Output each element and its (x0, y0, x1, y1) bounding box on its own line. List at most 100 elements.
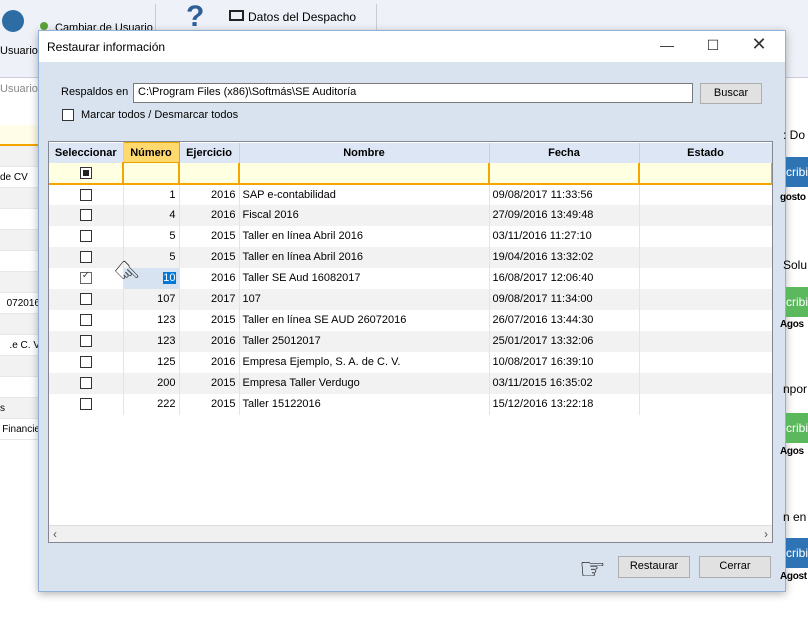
filter-cell[interactable] (179, 162, 240, 185)
select-cell[interactable] (49, 225, 124, 247)
estado-cell[interactable] (639, 393, 772, 415)
table-row[interactable]: 123 2016 Taller 25012017 25/01/2017 13:3… (49, 330, 772, 352)
filter-cell[interactable] (239, 162, 490, 185)
select-cell[interactable] (49, 183, 124, 205)
toggle-all-checkbox[interactable] (62, 109, 74, 121)
fecha-cell[interactable]: 10/08/2017 16:39:10 (489, 351, 640, 373)
numero-cell[interactable]: 5 (123, 225, 180, 247)
ejercicio-cell[interactable]: 2016 (179, 267, 240, 289)
table-row[interactable]: 222 2015 Taller 15122016 15/12/2016 13:2… (49, 393, 772, 415)
search-button[interactable]: Buscar (700, 83, 762, 104)
table-row[interactable]: 5 2015 Taller en línea Abril 2016 03/11/… (49, 225, 772, 247)
usuarios-button[interactable]: Usuarios (0, 45, 44, 57)
fecha-cell[interactable]: 27/09/2016 13:49:48 (489, 204, 640, 226)
news-blue[interactable]: cribi (786, 538, 808, 568)
fecha-cell[interactable]: 25/01/2017 13:32:06 (489, 330, 640, 352)
numero-cell[interactable]: 200 (123, 372, 180, 394)
maximize-icon[interactable]: ☐ (706, 37, 720, 53)
ejercicio-cell[interactable]: 2016 (179, 204, 240, 226)
estado-cell[interactable] (639, 372, 772, 394)
table-row[interactable]: 200 2015 Empresa Taller Verdugo 03/11/20… (49, 372, 772, 394)
ejercicio-cell[interactable]: 2015 (179, 393, 240, 415)
numero-cell[interactable]: 123 (123, 309, 180, 331)
column-header-ejercicio[interactable]: Ejercicio (179, 142, 240, 163)
column-header-estado[interactable]: Estado (639, 142, 772, 163)
scroll-right-icon[interactable]: › (764, 527, 768, 541)
nombre-cell[interactable]: Empresa Ejemplo, S. A. de C. V. (239, 351, 490, 373)
minimize-icon[interactable]: — (660, 37, 674, 53)
filter-cell[interactable] (489, 162, 640, 185)
table-row[interactable]: 1 2016 SAP e-contabilidad 09/08/2017 11:… (49, 183, 772, 205)
restore-button[interactable]: Restaurar (618, 556, 690, 578)
filter-cell[interactable] (123, 162, 180, 185)
close-button[interactable]: Cerrar (699, 556, 771, 578)
select-cell[interactable] (49, 372, 124, 394)
table-row[interactable]: 4 2016 Fiscal 2016 27/09/2016 13:49:48 (49, 204, 772, 226)
backups-path-input[interactable]: C:\Program Files (x86)\Softmás\SE Audito… (133, 83, 693, 103)
nombre-cell[interactable]: Taller SE Aud 16082017 (239, 267, 490, 289)
table-row[interactable]: 107 2017 107 09/08/2017 11:34:00 (49, 288, 772, 310)
row-checkbox[interactable] (79, 293, 92, 306)
estado-cell[interactable] (639, 309, 772, 331)
ejercicio-cell[interactable]: 2015 (179, 225, 240, 247)
nombre-cell[interactable]: Empresa Taller Verdugo (239, 372, 490, 394)
column-header-nombre[interactable]: Nombre (239, 142, 490, 163)
nombre-cell[interactable]: Taller en línea SE AUD 26072016 (239, 309, 490, 331)
fecha-cell[interactable]: 19/04/2016 13:32:02 (489, 246, 640, 268)
ejercicio-cell[interactable]: 2015 (179, 372, 240, 394)
table-row[interactable]: 125 2016 Empresa Ejemplo, S. A. de C. V.… (49, 351, 772, 373)
nombre-cell[interactable]: Taller en línea Abril 2016 (239, 225, 490, 247)
fecha-cell[interactable]: 03/11/2015 16:35:02 (489, 372, 640, 394)
estado-cell[interactable] (639, 246, 772, 268)
ejercicio-cell[interactable]: 2015 (179, 309, 240, 331)
select-cell[interactable] (49, 288, 124, 310)
numero-cell[interactable]: 10 (123, 267, 180, 289)
ejercicio-cell[interactable]: 2016 (179, 330, 240, 352)
numero-cell[interactable]: 125 (123, 351, 180, 373)
numero-cell[interactable]: 5 (123, 246, 180, 268)
ejercicio-cell[interactable]: 2016 (179, 183, 240, 205)
column-header-seleccionar[interactable]: Seleccionar (49, 142, 124, 163)
horizontal-scrollbar[interactable]: ‹ › (49, 525, 772, 542)
row-checkbox[interactable] (79, 335, 92, 348)
select-cell[interactable] (49, 393, 124, 415)
estado-cell[interactable] (639, 204, 772, 226)
scroll-left-icon[interactable]: ‹ (53, 527, 57, 541)
estado-cell[interactable] (639, 351, 772, 373)
estado-cell[interactable] (639, 330, 772, 352)
office-data-button[interactable]: Datos del Despacho (248, 10, 357, 24)
row-checkbox[interactable] (79, 188, 92, 201)
numero-cell[interactable]: 107 (123, 288, 180, 310)
numero-cell[interactable]: 4 (123, 204, 180, 226)
column-header-fecha[interactable]: Fecha (489, 142, 640, 163)
fecha-cell[interactable]: 15/12/2016 13:22:18 (489, 393, 640, 415)
nombre-cell[interactable]: Taller 25012017 (239, 330, 490, 352)
nombre-cell[interactable]: Fiscal 2016 (239, 204, 490, 226)
nombre-cell[interactable]: 107 (239, 288, 490, 310)
select-cell[interactable] (49, 351, 124, 373)
row-checkbox[interactable] (79, 251, 92, 264)
fecha-cell[interactable]: 09/08/2017 11:34:00 (489, 288, 640, 310)
select-cell[interactable] (49, 204, 124, 226)
ejercicio-cell[interactable]: 2017 (179, 288, 240, 310)
fecha-cell[interactable]: 16/08/2017 12:06:40 (489, 267, 640, 289)
row-checkbox[interactable] (79, 314, 92, 327)
select-cell[interactable] (49, 330, 124, 352)
estado-cell[interactable] (639, 267, 772, 289)
select-cell[interactable] (49, 246, 124, 268)
row-checkbox[interactable] (79, 356, 92, 369)
fecha-cell[interactable]: 03/11/2016 11:27:10 (489, 225, 640, 247)
numero-cell[interactable]: 123 (123, 330, 180, 352)
row-checkbox[interactable] (79, 209, 92, 222)
select-cell[interactable]: ✓ (49, 267, 124, 289)
row-checkbox[interactable] (79, 398, 92, 411)
fecha-cell[interactable]: 26/07/2016 13:44:30 (489, 309, 640, 331)
news-green[interactable]: cribi (786, 413, 808, 443)
row-checkbox[interactable] (79, 230, 92, 243)
help-icon[interactable]: ? (186, 0, 205, 33)
table-row[interactable]: 123 2015 Taller en línea SE AUD 26072016… (49, 309, 772, 331)
select-cell[interactable] (49, 309, 124, 331)
ejercicio-cell[interactable]: 2015 (179, 246, 240, 268)
estado-cell[interactable] (639, 225, 772, 247)
nombre-cell[interactable]: SAP e-contabilidad (239, 183, 490, 205)
